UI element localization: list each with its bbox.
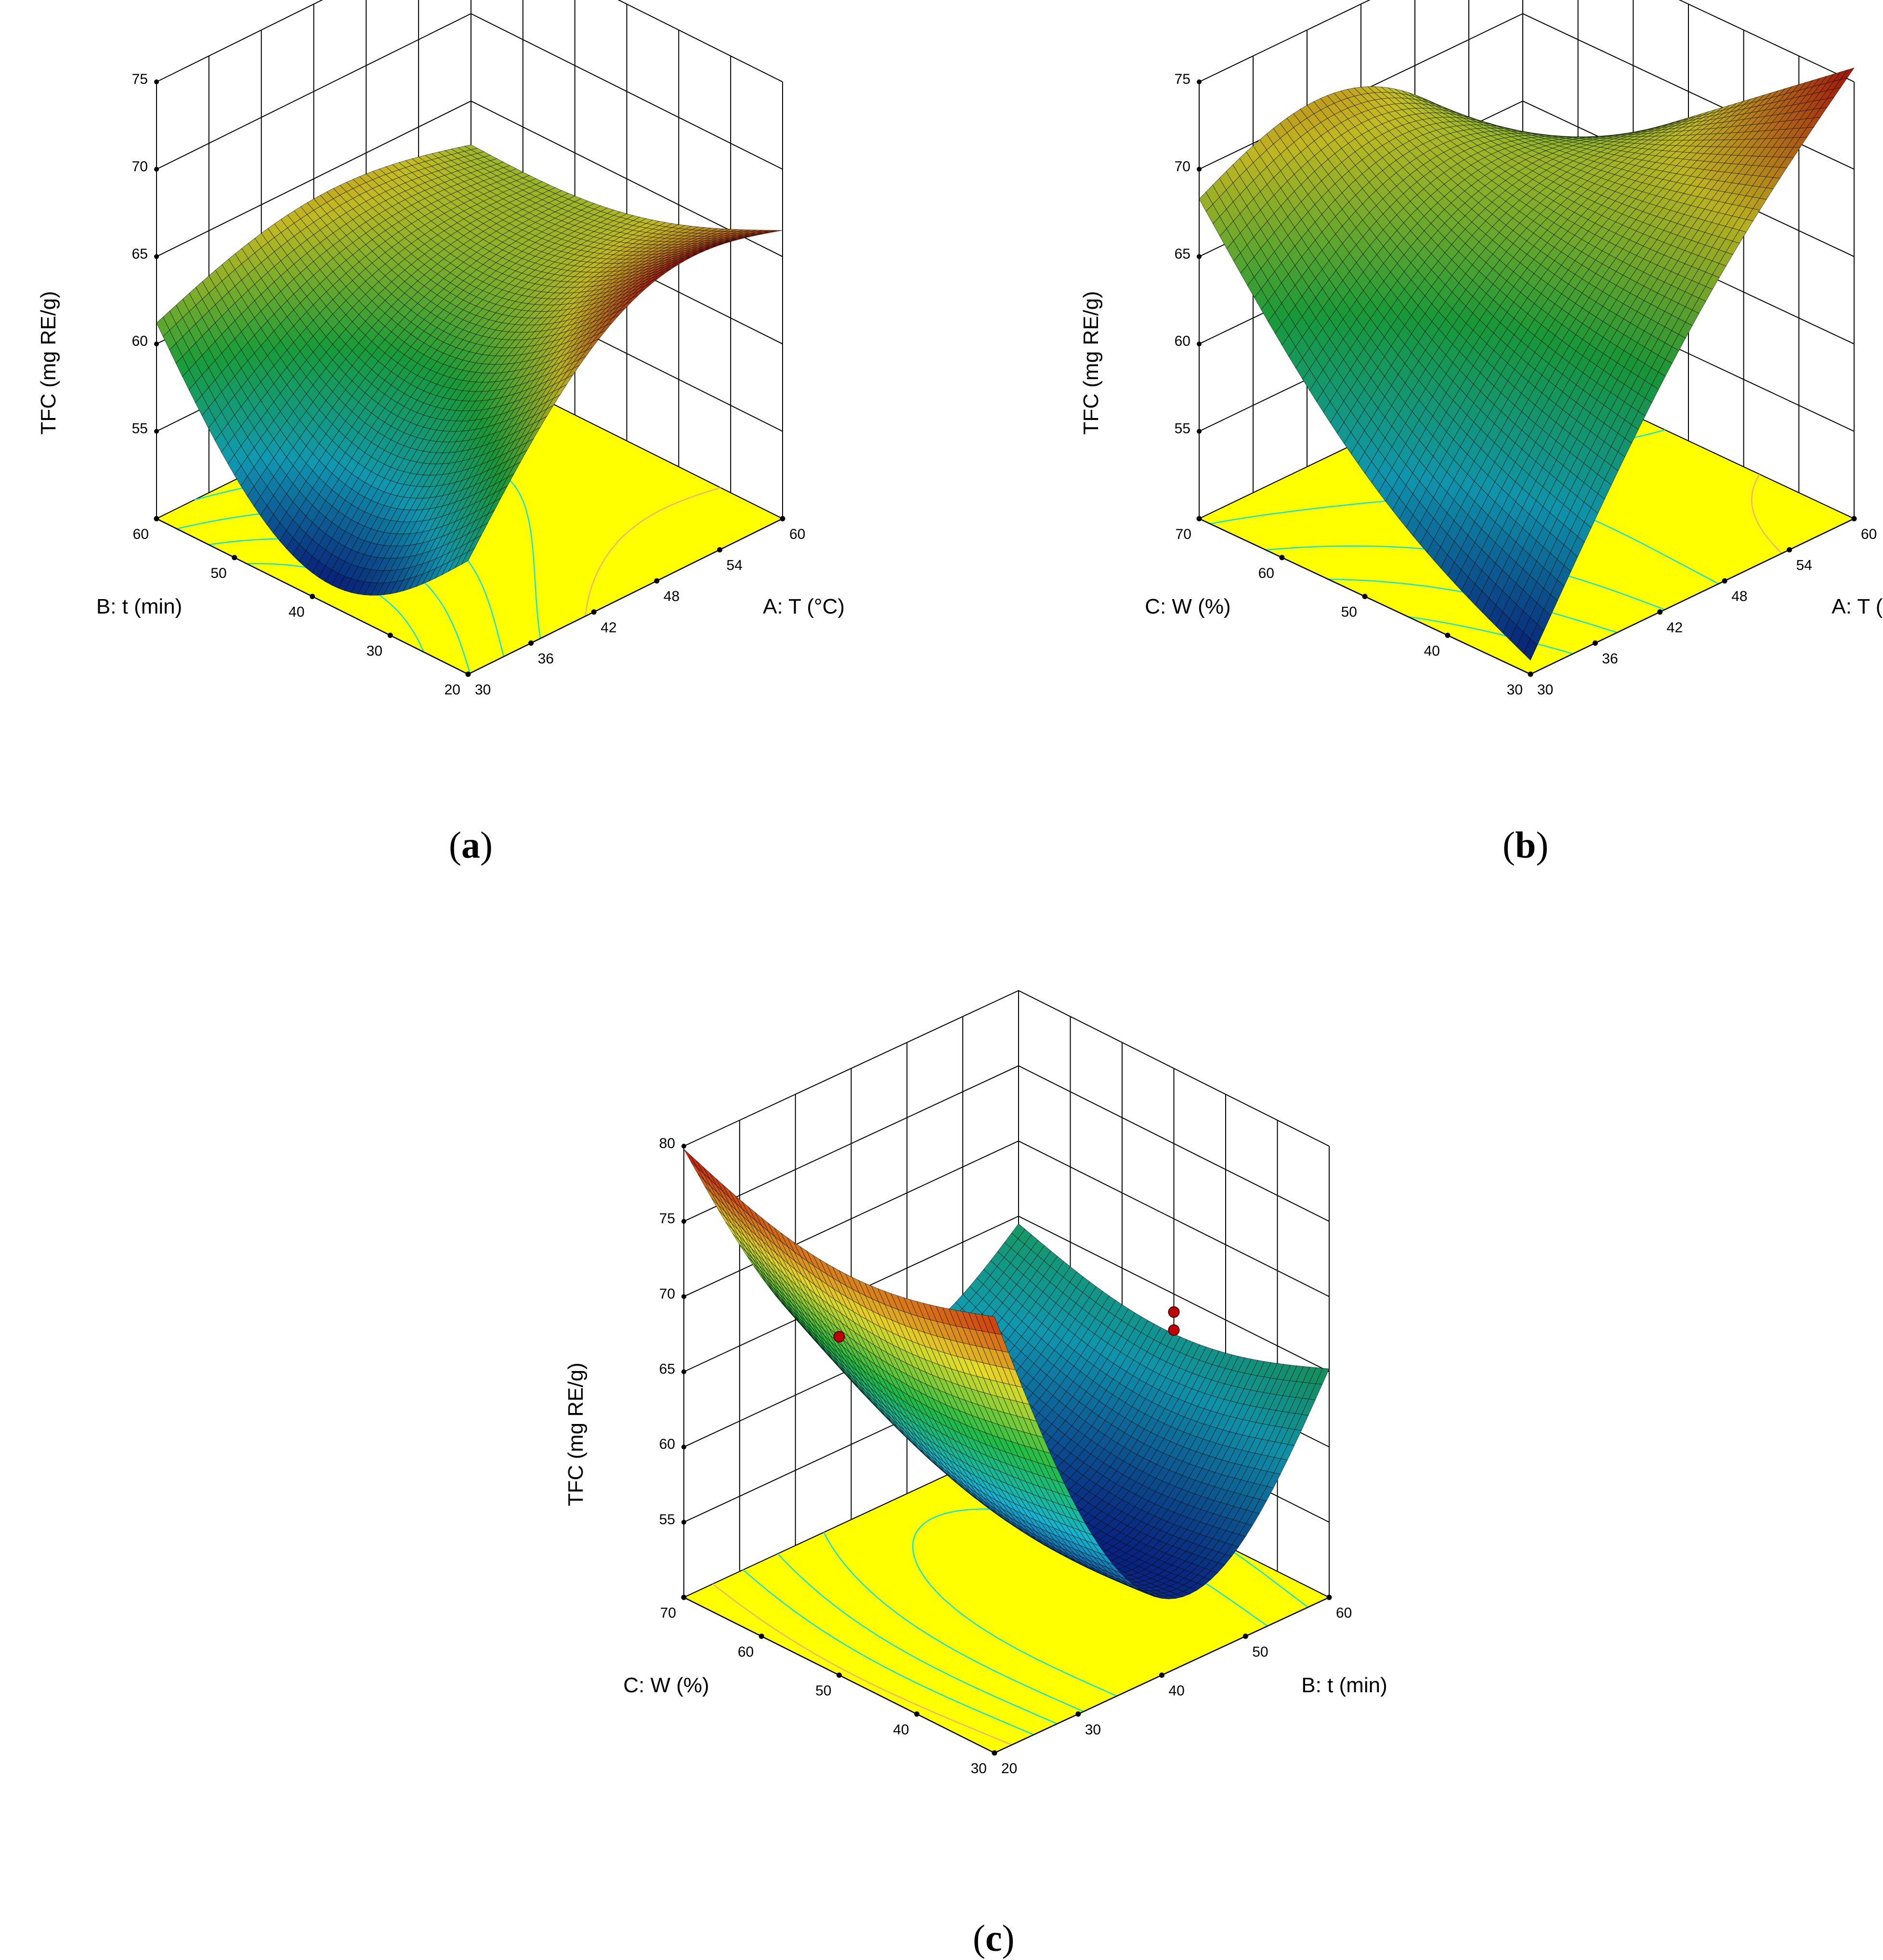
z-tick-label: 70	[132, 158, 148, 174]
y-tick-label: 20	[445, 682, 460, 698]
x-tick-mark	[1657, 609, 1662, 614]
y-tick-label: 60	[133, 526, 149, 542]
z-tick-label: 70	[1175, 158, 1190, 174]
z-tick-mark	[154, 341, 159, 346]
z-tick-label: 65	[659, 1361, 675, 1377]
y-tick-mark	[388, 633, 393, 638]
y-axis-title: C: W (%)	[1145, 595, 1230, 618]
chart-panel-a: 55 60 65 70 75 30 36 42 48 54 60 20 30 40 50 60 TFC (mg …	[0, 0, 942, 722]
wall-grid-line	[684, 1066, 1329, 1221]
x-axis-title: A: T (°C)	[1831, 595, 1883, 618]
x-tick-label: 30	[1537, 682, 1553, 698]
z-tick-label: 65	[1175, 246, 1190, 262]
x-axis-title: A: T (°C)	[763, 595, 845, 618]
x-tick-mark	[528, 640, 534, 646]
x-tick-label: 30	[475, 682, 491, 698]
x-tick-label: 60	[789, 526, 805, 542]
z-tick-mark	[681, 1294, 686, 1299]
y-tick-label: 70	[1176, 526, 1191, 542]
y-tick-mark	[1197, 516, 1202, 522]
wall-grid-line	[1199, 0, 1854, 82]
surface-plot-b: 55 60 65 70 75 30 36 42 48 54 60 30 40 50 60 70 TFC (mg …	[1055, 0, 1883, 722]
y-tick-mark	[1280, 555, 1285, 560]
x-tick-label: 60	[1861, 526, 1877, 542]
x-tick-mark	[780, 516, 785, 522]
z-tick-label: 70	[659, 1286, 675, 1302]
y-tick-mark	[310, 594, 315, 599]
chart-panel-b: 55 60 65 70 75 30 36 42 48 54 60 30 40 50 60 70 TFC (mg …	[1055, 0, 1883, 722]
x-tick-mark	[717, 547, 722, 552]
z-tick-label: 75	[132, 71, 148, 87]
x-tick-label: 54	[726, 558, 742, 574]
y-axis-title: B: t (min)	[96, 595, 182, 618]
x-tick-label: 48	[664, 588, 680, 604]
z-tick-label: 65	[132, 246, 148, 262]
x-tick-label: 42	[1667, 620, 1683, 636]
z-tick-label: 80	[659, 1136, 675, 1151]
z-tick-mark	[681, 1370, 686, 1374]
z-tick-label: 60	[659, 1437, 675, 1452]
y-tick-mark	[1528, 672, 1533, 677]
x-tick-label: 36	[538, 651, 554, 666]
z-tick-mark	[1197, 341, 1202, 346]
z-tick-label: 55	[132, 421, 148, 437]
y-tick-label: 40	[1424, 643, 1440, 659]
x-tick-label: 48	[1731, 588, 1747, 604]
x-tick-label: 42	[601, 620, 616, 636]
y-tick-label: 50	[210, 565, 226, 581]
wall-grid-line	[157, 0, 783, 82]
z-tick-label: 55	[659, 1512, 675, 1528]
surface-plot-a: 55 60 65 70 75 30 36 42 48 54 60 20 30 40 50 60 TFC (mg …	[0, 0, 942, 722]
y-tick-label: 50	[1341, 604, 1357, 620]
z-tick-mark	[1197, 167, 1202, 171]
x-tick-label: 54	[1796, 558, 1812, 574]
z-tick-mark	[154, 167, 159, 171]
z-tick-label: 55	[1175, 421, 1190, 437]
x-tick-mark	[654, 578, 659, 584]
y-tick-label: 30	[366, 643, 382, 659]
x-tick-mark	[1593, 640, 1598, 646]
z-axis-title: TFC (mg RE/g)	[37, 291, 60, 434]
z-tick-mark	[154, 79, 159, 84]
x-tick-mark	[1852, 516, 1857, 522]
z-tick-mark	[681, 1219, 686, 1224]
z-tick-mark	[154, 429, 159, 434]
y-tick-label: 40	[288, 604, 304, 620]
z-tick-mark	[1197, 254, 1202, 259]
z-tick-mark	[681, 1520, 686, 1525]
z-tick-mark	[681, 1144, 686, 1149]
z-tick-label: 75	[1175, 71, 1190, 87]
z-tick-label: 60	[132, 333, 148, 349]
y-tick-label: 60	[1258, 565, 1274, 581]
z-tick-mark	[681, 1445, 686, 1450]
response-surface	[1199, 68, 1854, 660]
z-tick-mark	[154, 254, 159, 259]
y-tick-mark	[1362, 594, 1368, 599]
z-tick-label: 75	[659, 1211, 675, 1227]
z-axis-title: TFC (mg RE/g)	[1079, 291, 1103, 434]
x-tick-mark	[1787, 547, 1792, 552]
y-tick-mark	[232, 555, 237, 560]
z-tick-mark	[1197, 429, 1202, 434]
y-tick-label: 30	[1507, 682, 1523, 698]
z-tick-label: 60	[1175, 333, 1190, 349]
x-tick-mark	[591, 609, 597, 614]
y-tick-mark	[466, 672, 471, 677]
x-tick-label: 36	[1602, 651, 1618, 666]
x-tick-mark	[1722, 578, 1727, 584]
y-tick-mark	[1445, 633, 1451, 638]
wall-grid-line	[684, 991, 1329, 1146]
z-tick-mark	[1197, 79, 1202, 84]
y-tick-mark	[154, 516, 159, 522]
